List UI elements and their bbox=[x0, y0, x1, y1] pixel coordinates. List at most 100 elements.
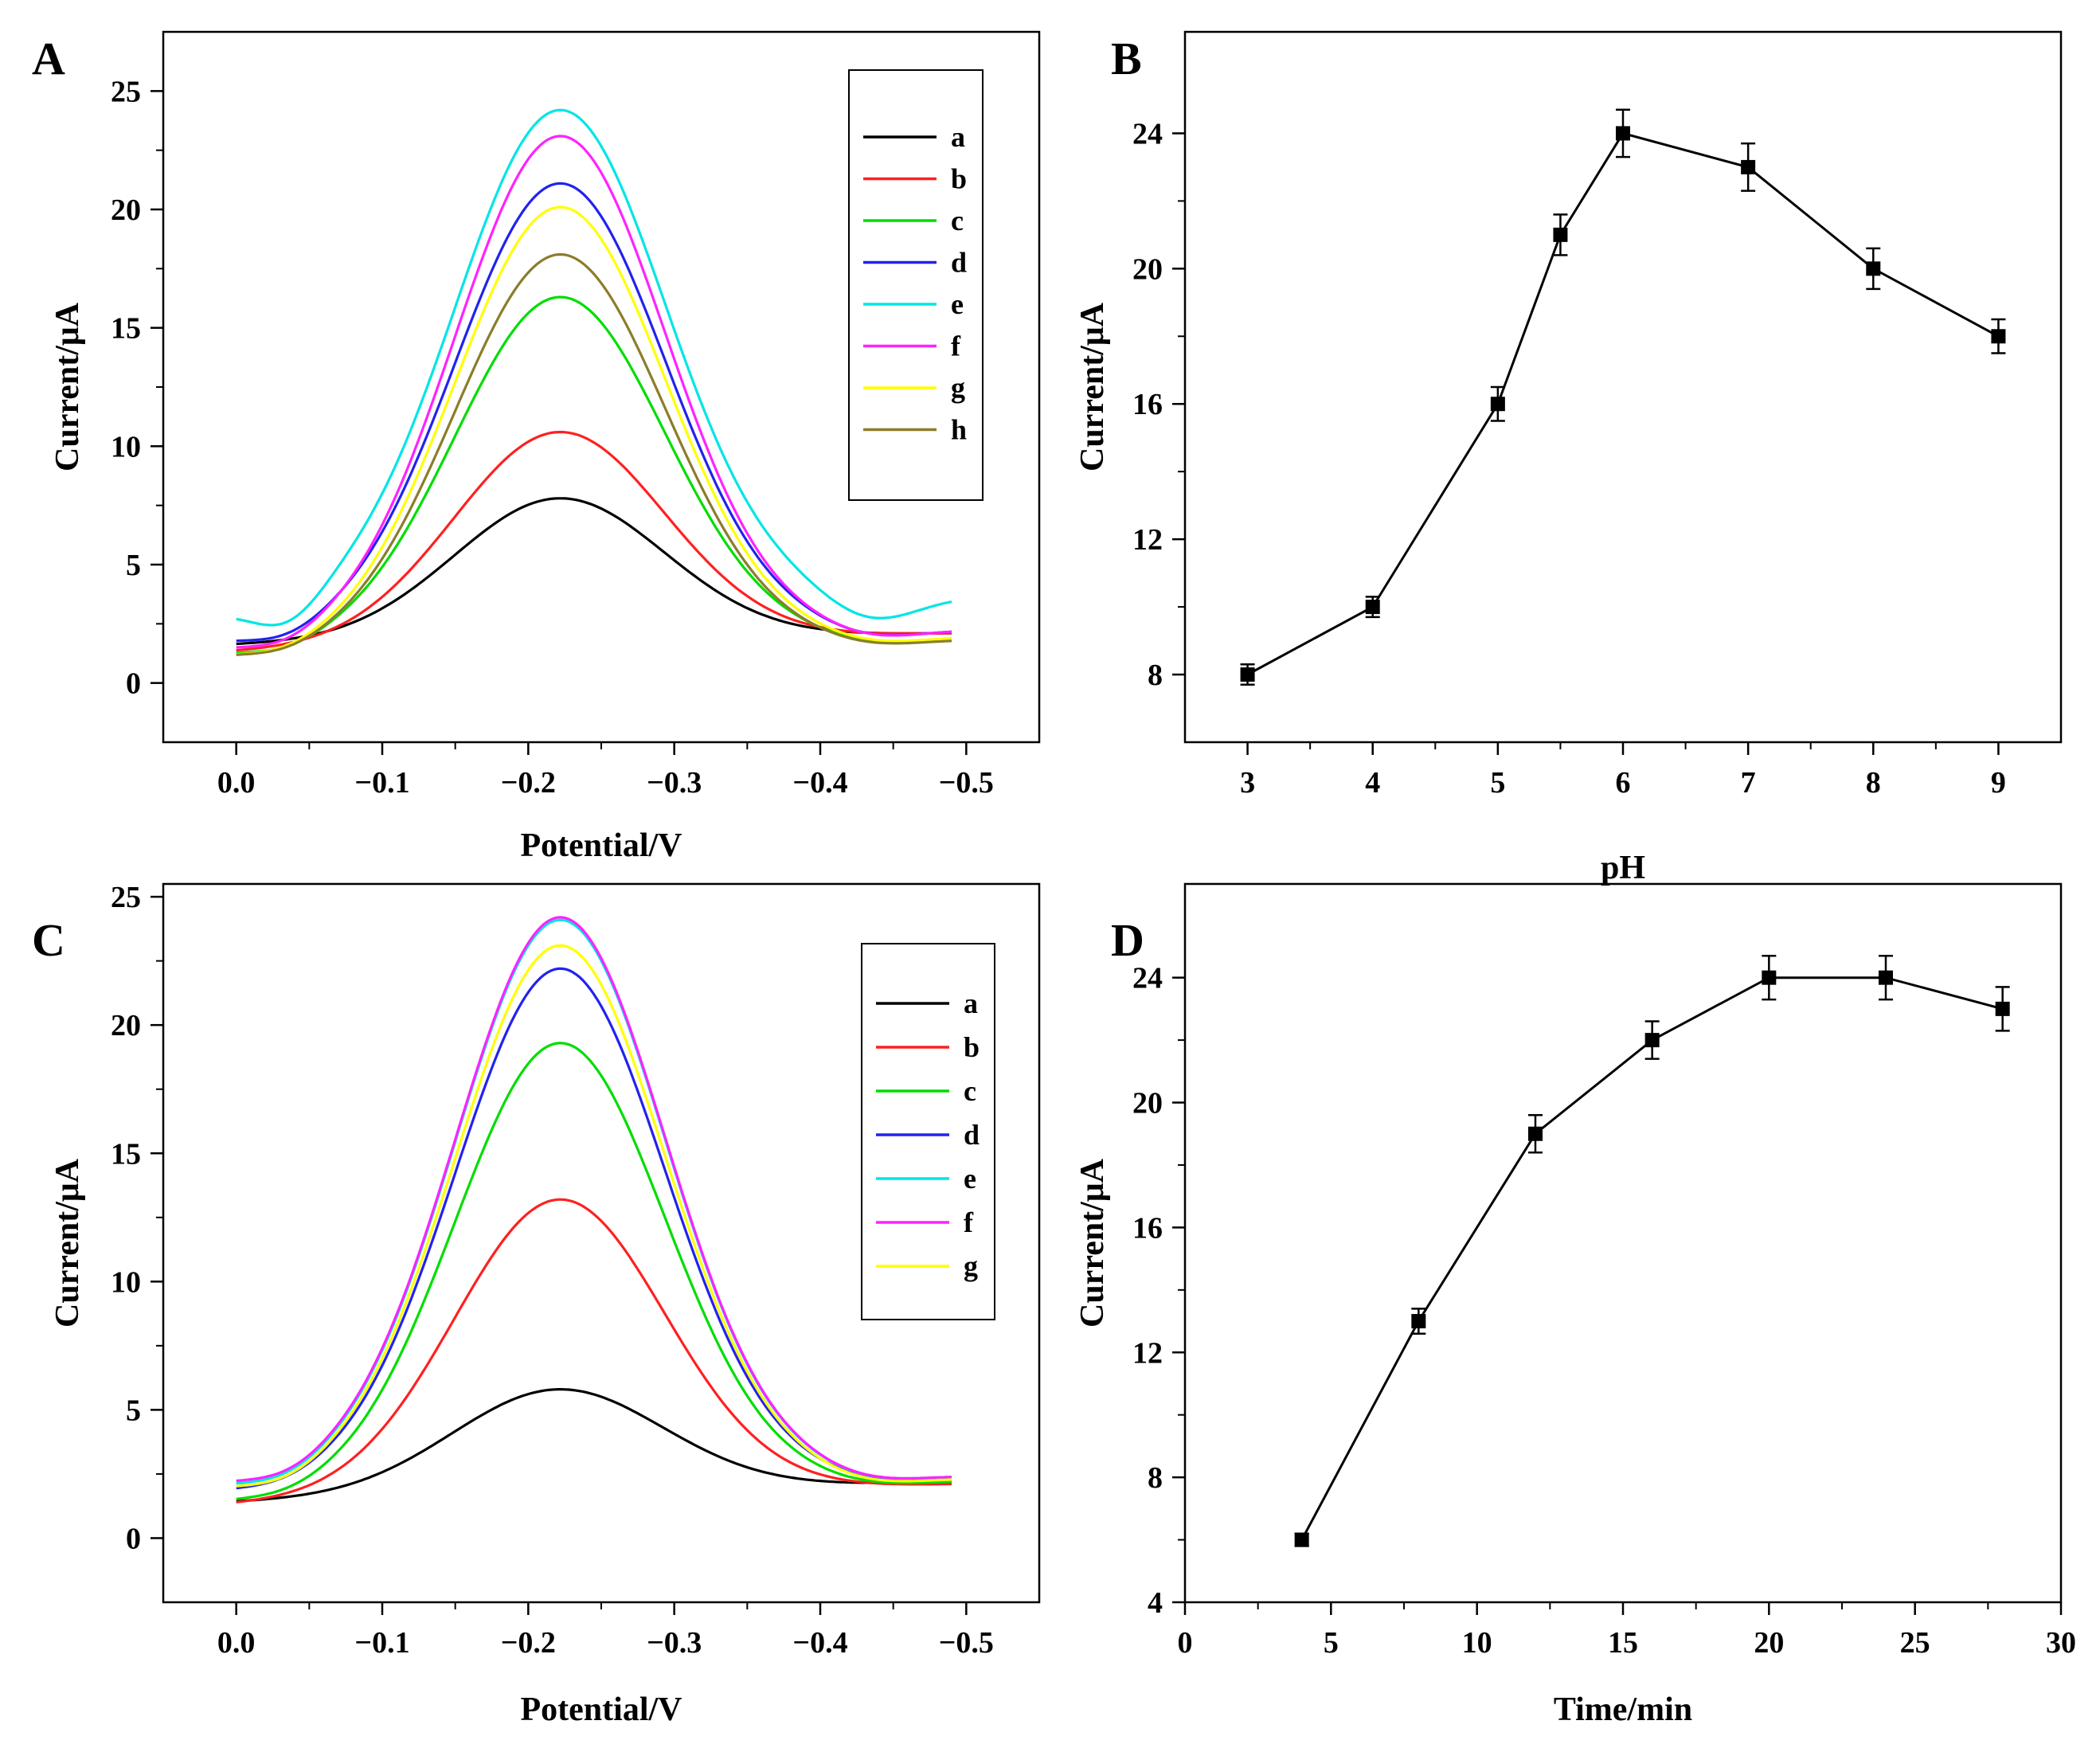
x-tick-label-d: 5 bbox=[1324, 1626, 1339, 1660]
y-tick-label-b: 20 bbox=[1132, 252, 1163, 286]
legend-label-a-e: e bbox=[951, 288, 964, 320]
panel-label-b: B bbox=[1111, 33, 1142, 84]
data-point-d-4 bbox=[1294, 1532, 1309, 1547]
y-axis-label-a: Current/μA bbox=[49, 302, 86, 471]
data-point-b-8 bbox=[1866, 261, 1881, 276]
y-tick-label-c: 25 bbox=[111, 881, 141, 914]
series-line-d bbox=[1300, 976, 2004, 1541]
y-tick-label-c: 20 bbox=[111, 1009, 141, 1042]
series-line-c-d bbox=[236, 967, 952, 1490]
y-axis-label-b: Current/μA bbox=[1074, 302, 1111, 471]
x-tick-label-b: 6 bbox=[1616, 766, 1631, 800]
y-tick-label-d: 20 bbox=[1132, 1087, 1163, 1120]
y-tick-label-d: 16 bbox=[1132, 1211, 1163, 1245]
series-line-a-e bbox=[236, 108, 952, 627]
y-tick-label-b: 8 bbox=[1148, 659, 1163, 692]
series-line-c-g bbox=[236, 944, 952, 1488]
x-tick-label-d: 25 bbox=[1900, 1626, 1930, 1660]
legend-label-a-b: b bbox=[951, 163, 967, 195]
legend-label-c-b: b bbox=[964, 1031, 980, 1063]
legend-label-a-d: d bbox=[951, 247, 967, 279]
x-tick-label-d: 20 bbox=[1754, 1626, 1784, 1660]
x-tick-label-b: 5 bbox=[1490, 766, 1505, 800]
x-axis-label-a: Potential/V bbox=[521, 827, 682, 864]
x-tick-label-a: −0.3 bbox=[647, 766, 702, 800]
y-tick-label-b: 24 bbox=[1132, 117, 1163, 151]
y-tick-label-c: 15 bbox=[111, 1137, 141, 1171]
x-tick-label-b: 8 bbox=[1866, 766, 1881, 800]
series-line-a-c bbox=[236, 295, 952, 655]
x-axis-label-d: Time/min bbox=[1554, 1691, 1692, 1728]
legend-box-c bbox=[861, 943, 995, 1320]
x-tick-label-d: 0 bbox=[1178, 1626, 1193, 1660]
data-point-d-24 bbox=[1879, 970, 1893, 985]
legend-label-c-a: a bbox=[964, 987, 978, 1019]
panel-label-c: C bbox=[32, 914, 65, 966]
series-line-a-b bbox=[236, 430, 952, 652]
x-axis-label-c: Potential/V bbox=[521, 1691, 682, 1728]
y-tick-label-d: 12 bbox=[1132, 1336, 1163, 1370]
legend-label-a-h: h bbox=[951, 414, 967, 446]
series-line-c-c bbox=[236, 1042, 952, 1500]
plot-frame-d bbox=[1183, 882, 2063, 1604]
series-line-a-h bbox=[236, 252, 952, 656]
series-line-c-e bbox=[236, 918, 952, 1485]
data-point-b-3 bbox=[1240, 667, 1255, 682]
data-point-b-7 bbox=[1741, 159, 1756, 174]
series-line-a-f bbox=[236, 135, 952, 649]
x-tick-label-c: −0.3 bbox=[647, 1626, 702, 1660]
x-tick-label-c: 0.0 bbox=[217, 1626, 256, 1660]
data-point-d-12 bbox=[1528, 1126, 1543, 1141]
y-tick-label-c: 0 bbox=[126, 1522, 141, 1555]
legend-label-c-e: e bbox=[964, 1163, 976, 1195]
y-tick-label-c: 5 bbox=[126, 1394, 141, 1427]
y-axis-label-d: Current/μA bbox=[1074, 1158, 1111, 1328]
x-tick-label-a: −0.4 bbox=[792, 766, 847, 800]
y-tick-label-a: 20 bbox=[111, 194, 141, 227]
x-tick-label-a: −0.2 bbox=[501, 766, 556, 800]
series-line-c-b bbox=[236, 1198, 952, 1504]
legend-label-a-c: c bbox=[951, 205, 964, 237]
data-point-b-4 bbox=[1365, 600, 1380, 615]
panel-label-d: D bbox=[1111, 914, 1144, 966]
x-axis-label-b: pH bbox=[1601, 850, 1645, 886]
legend-label-c-d: d bbox=[964, 1119, 980, 1151]
series-line-c-a bbox=[236, 1388, 952, 1503]
data-point-b-9 bbox=[1991, 329, 2006, 344]
data-point-d-28 bbox=[1995, 1001, 2010, 1016]
x-tick-label-b: 4 bbox=[1365, 766, 1380, 800]
legend-label-a-f: f bbox=[951, 330, 961, 362]
legend-label-c-f: f bbox=[964, 1206, 974, 1238]
y-tick-label-d: 4 bbox=[1148, 1586, 1163, 1620]
y-axis-label-c: Current/μA bbox=[49, 1158, 86, 1328]
x-tick-label-d: 10 bbox=[1462, 1626, 1492, 1660]
series-line-a-g bbox=[236, 205, 952, 656]
data-point-b-5 bbox=[1490, 397, 1505, 412]
x-tick-label-c: −0.2 bbox=[501, 1626, 556, 1660]
legend-label-c-g: g bbox=[964, 1250, 978, 1282]
series-line-a-d bbox=[236, 182, 952, 643]
x-tick-label-b: 7 bbox=[1741, 766, 1756, 800]
x-tick-label-b: 3 bbox=[1240, 766, 1255, 800]
y-tick-label-a: 10 bbox=[111, 430, 141, 463]
x-tick-label-a: −0.5 bbox=[939, 766, 994, 800]
legend-label-c-c: c bbox=[964, 1075, 976, 1107]
legend-label-a-g: g bbox=[951, 372, 965, 404]
y-tick-label-d: 24 bbox=[1132, 962, 1163, 995]
x-tick-label-b: 9 bbox=[1991, 766, 2006, 800]
y-tick-label-c: 10 bbox=[111, 1265, 141, 1299]
y-tick-label-a: 5 bbox=[126, 549, 141, 582]
x-tick-label-d: 15 bbox=[1608, 1626, 1638, 1660]
y-tick-label-d: 8 bbox=[1148, 1461, 1163, 1495]
series-line-b bbox=[1246, 131, 2000, 676]
y-tick-label-b: 16 bbox=[1132, 388, 1163, 421]
x-tick-label-c: −0.1 bbox=[354, 1626, 409, 1660]
y-tick-label-a: 15 bbox=[111, 312, 141, 346]
x-tick-label-a: −0.1 bbox=[354, 766, 409, 800]
legend-label-a-a: a bbox=[951, 121, 965, 153]
x-tick-label-a: 0.0 bbox=[217, 766, 256, 800]
data-point-b-6 bbox=[1616, 126, 1630, 141]
y-tick-label-a: 0 bbox=[126, 667, 141, 701]
panel-label-a: A bbox=[32, 33, 65, 84]
